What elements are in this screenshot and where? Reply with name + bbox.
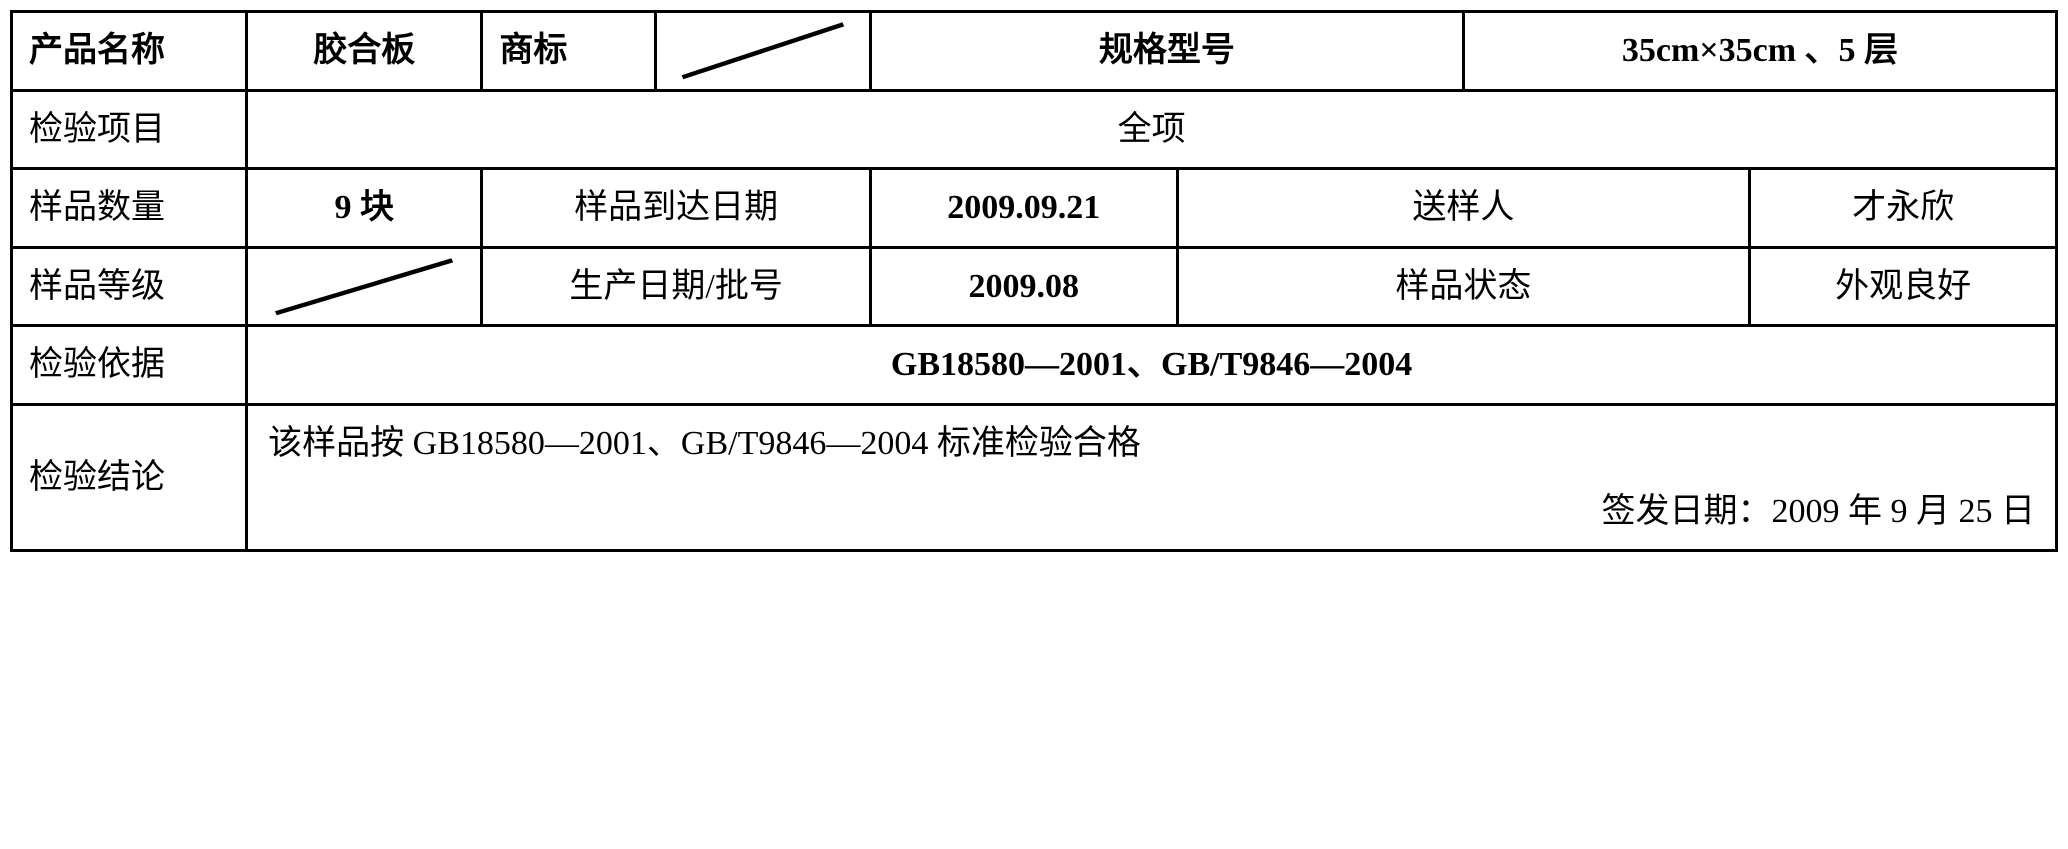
trademark-value-empty bbox=[656, 12, 871, 91]
inspect-item-label: 检验项目 bbox=[12, 90, 247, 169]
sender-label: 送样人 bbox=[1177, 169, 1750, 248]
product-name-label: 产品名称 bbox=[12, 12, 247, 91]
sample-qty-label: 样品数量 bbox=[12, 169, 247, 248]
arrival-date-label: 样品到达日期 bbox=[482, 169, 871, 248]
sample-grade-value-empty bbox=[247, 247, 482, 326]
table-row: 样品等级 生产日期/批号 2009.08 样品状态 外观良好 bbox=[12, 247, 2057, 326]
sample-state-value: 外观良好 bbox=[1750, 247, 2057, 326]
trademark-label: 商标 bbox=[482, 12, 656, 91]
sample-grade-label: 样品等级 bbox=[12, 247, 247, 326]
spec-label: 规格型号 bbox=[870, 12, 1463, 91]
table-row: 产品名称 胶合板 商标 规格型号 35cm×35cm 、5 层 bbox=[12, 12, 2057, 91]
table-row: 检验项目 全项 bbox=[12, 90, 2057, 169]
basis-value: GB18580—2001、GB/T9846—2004 bbox=[247, 326, 2057, 405]
table-row: 检验依据 GB18580—2001、GB/T9846—2004 bbox=[12, 326, 2057, 405]
table-row: 样品数量 9 块 样品到达日期 2009.09.21 送样人 才永欣 bbox=[12, 169, 2057, 248]
inspection-report-table: 产品名称 胶合板 商标 规格型号 35cm×35cm 、5 层 检验项目 全项 … bbox=[10, 10, 2058, 552]
basis-label: 检验依据 bbox=[12, 326, 247, 405]
conclusion-label: 检验结论 bbox=[12, 404, 247, 550]
sender-value: 才永欣 bbox=[1750, 169, 2057, 248]
product-name-value: 胶合板 bbox=[247, 12, 482, 91]
conclusion-text: 该样品按 GB18580—2001、GB/T9846—2004 标准检验合格 bbox=[268, 420, 2035, 468]
sample-qty-value: 9 块 bbox=[247, 169, 482, 248]
prod-date-label: 生产日期/批号 bbox=[482, 247, 871, 326]
table-row: 检验结论 该样品按 GB18580—2001、GB/T9846—2004 标准检… bbox=[12, 404, 2057, 550]
slash-icon bbox=[657, 13, 869, 89]
slash-icon bbox=[248, 249, 480, 325]
prod-date-value: 2009.08 bbox=[870, 247, 1177, 326]
issue-date: 签发日期：2009 年 9 月 25 日 bbox=[268, 488, 2035, 536]
conclusion-value: 该样品按 GB18580—2001、GB/T9846—2004 标准检验合格 签… bbox=[247, 404, 2057, 550]
arrival-date-value: 2009.09.21 bbox=[870, 169, 1177, 248]
spec-value: 35cm×35cm 、5 层 bbox=[1463, 12, 2056, 91]
sample-state-label: 样品状态 bbox=[1177, 247, 1750, 326]
inspect-item-value: 全项 bbox=[247, 90, 2057, 169]
